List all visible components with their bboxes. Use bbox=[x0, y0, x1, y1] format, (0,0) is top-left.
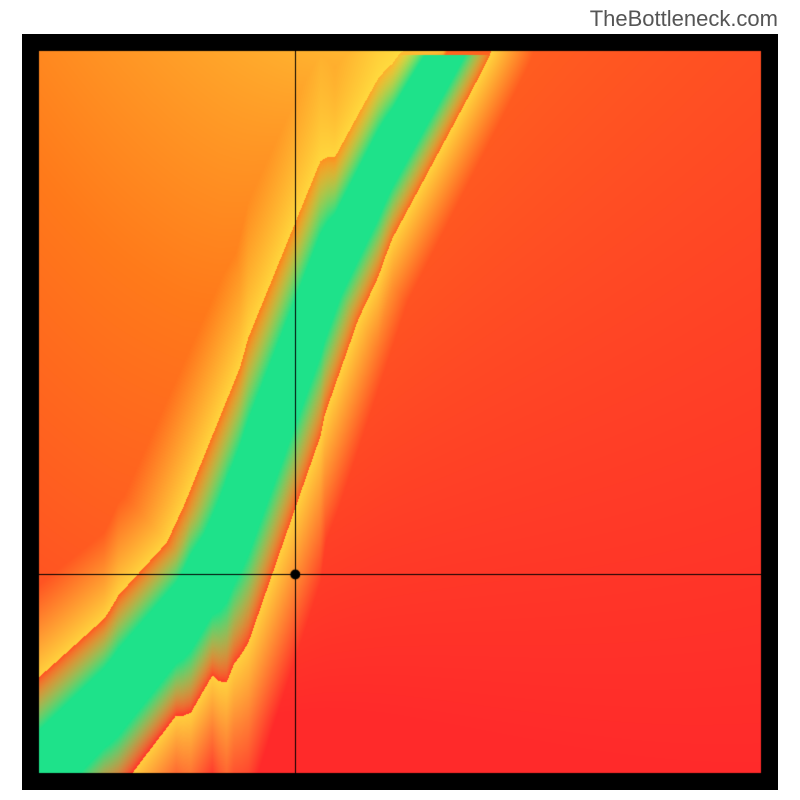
image-root: TheBottleneck.com bbox=[0, 0, 800, 800]
watermark-text: TheBottleneck.com bbox=[590, 6, 778, 32]
heatmap-plot-area bbox=[22, 34, 778, 790]
heatmap-canvas bbox=[22, 34, 778, 790]
